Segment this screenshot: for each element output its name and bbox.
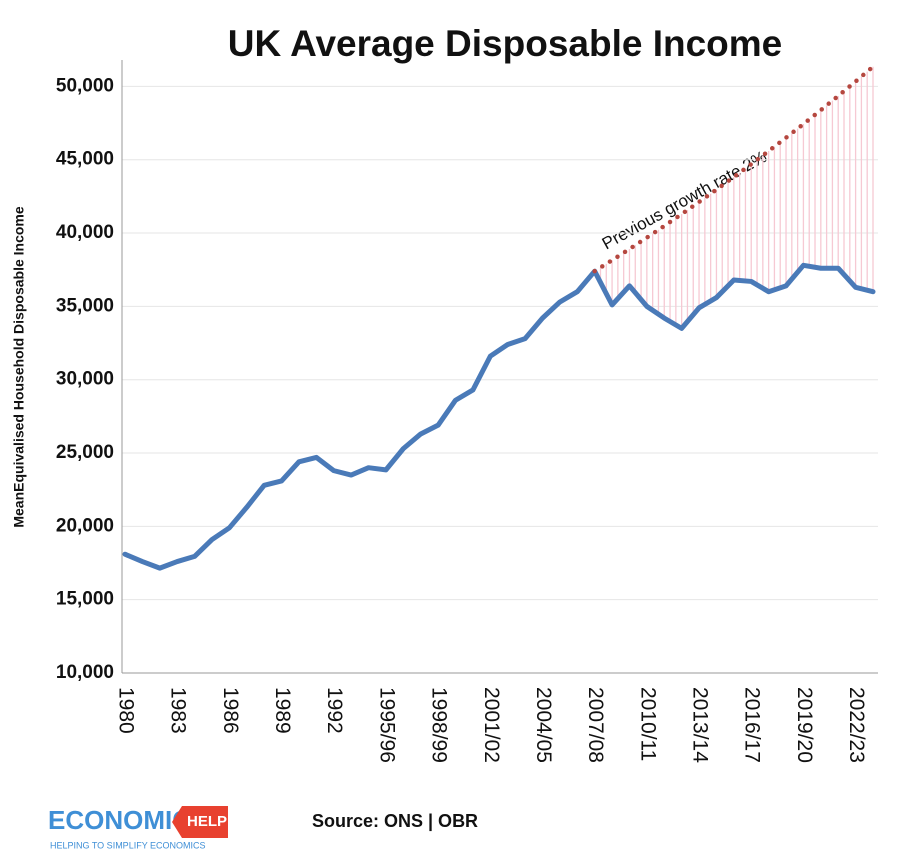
logo: ECONOMICS HELP HELPING TO SIMPLIFY ECONO… [48,805,228,850]
series-line [592,64,876,274]
source: Source: ONS | OBR [312,811,478,831]
y-tick-label: 15,000 [56,589,114,610]
logo-tag [172,806,228,838]
y-tick-label: 50,000 [56,75,114,96]
x-tick-label: 2010/11 [636,687,659,761]
y-axis-label: MeanEquivalised Household Disposable Inc… [11,206,27,528]
logo-tagline: HELPING TO SIMPLIFY ECONOMICS [50,840,206,850]
logo-word: HELP [187,813,227,830]
x-tick-label: 1992 [323,687,346,734]
x-tick-label: 2007/08 [584,687,607,763]
x-tick-label: 2001/02 [480,687,503,763]
y-tick-label: 40,000 [56,222,114,243]
y-tick-label: 25,000 [56,442,114,463]
chart-title: UK Average Disposable Income [228,23,783,64]
x-tick-label: 1998/99 [428,687,451,763]
y-tick-label: 35,000 [56,295,114,316]
x-tick-label: 1980 [114,687,137,734]
plot: 10,000 15,000 20,000 25,000 30,000 35,000 40,0… [56,60,878,763]
x-tick-label: 2016/17 [741,687,764,763]
x-tick-label: 1989 [271,687,294,734]
y-tick-label: 20,000 [56,515,114,536]
y-tick-label: 10,000 [56,662,114,683]
y-tick-label: 45,000 [56,149,114,170]
y-tick-label: 30,000 [56,369,114,390]
x-tick-label: 2022/23 [845,687,868,763]
x-tick-label: 1986 [219,687,242,734]
x-tick-label: 1983 [167,687,190,734]
x-tick-label: 2004/05 [532,687,555,763]
x-tick-label: 2013/14 [688,687,711,763]
series-line [122,262,876,571]
x-tick-label: 2019/20 [793,687,816,763]
x-tick-label: 1995/96 [375,687,398,763]
